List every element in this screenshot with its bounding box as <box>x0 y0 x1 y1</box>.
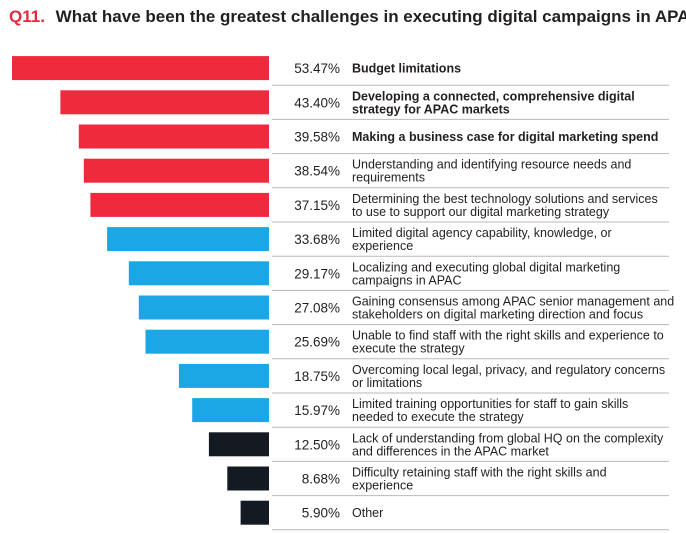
bar-8 <box>138 295 269 320</box>
bar-13 <box>227 466 269 491</box>
value-label-6: 33.68% <box>294 232 340 247</box>
category-label-9: Unable to find staff with the right skil… <box>352 329 664 356</box>
value-label-8: 27.08% <box>294 301 340 316</box>
category-label-10: Overcoming local legal, privacy, and reg… <box>352 363 665 390</box>
bar-3 <box>78 124 269 149</box>
value-label-7: 29.17% <box>294 266 340 281</box>
chart-title: Q11. What have been the greatest challen… <box>9 7 686 27</box>
value-label-3: 39.58% <box>294 130 340 145</box>
category-label-12: Lack of understanding from global HQ on … <box>352 431 664 458</box>
value-label-1: 53.47% <box>294 61 340 76</box>
bar-5 <box>90 192 270 217</box>
category-label-7: Localizing and executing global digital … <box>352 260 620 287</box>
category-label-4: Understanding and identifying resource n… <box>352 158 631 185</box>
bar-4 <box>83 158 269 183</box>
category-label-2: Developing a connected, comprehensive di… <box>352 89 635 116</box>
bar-11 <box>192 398 269 423</box>
bar-1 <box>12 56 269 81</box>
bar-9 <box>145 329 269 354</box>
bar-2 <box>60 90 270 115</box>
value-label-10: 18.75% <box>294 369 340 384</box>
bar-10 <box>178 363 269 388</box>
category-label-8: Gaining consensus among APAC senior mana… <box>352 295 674 322</box>
bar-12 <box>208 432 269 457</box>
value-label-14: 5.90% <box>302 506 340 521</box>
question-number: Q11. <box>9 7 45 26</box>
category-label-3: Making a business case for digital marke… <box>352 130 658 144</box>
bar-6 <box>107 227 269 252</box>
value-label-12: 12.50% <box>294 437 340 452</box>
value-label-2: 43.40% <box>294 95 340 110</box>
bar-7 <box>128 261 269 286</box>
category-label-1: Budget limitations <box>352 62 461 76</box>
value-label-11: 15.97% <box>294 403 340 418</box>
value-label-9: 25.69% <box>294 335 340 350</box>
value-label-4: 38.54% <box>294 164 340 179</box>
question-text: What have been the greatest challenges i… <box>55 7 686 26</box>
value-label-13: 8.68% <box>302 472 340 487</box>
value-label-5: 37.15% <box>294 198 340 213</box>
bar-14 <box>240 500 269 525</box>
category-label-14: Other <box>352 506 383 520</box>
category-label-5: Determining the best technology solution… <box>352 192 658 219</box>
category-label-6: Limited digital agency capability, knowl… <box>352 226 612 253</box>
category-label-11: Limited training opportunities for staff… <box>352 397 628 424</box>
category-label-13: Difficulty retaining staff with the righ… <box>352 466 607 493</box>
